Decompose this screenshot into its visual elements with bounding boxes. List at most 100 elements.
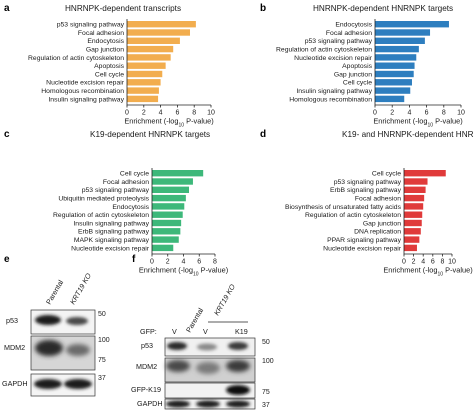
- x-axis-title-b: Enrichment (-log10 P-value): [373, 117, 462, 129]
- tick-label-a-0: 0: [125, 110, 129, 117]
- mw-37: 37: [98, 375, 106, 382]
- category-label-b-6: Gap junction: [334, 71, 372, 78]
- category-label-a-9: Insulin signaling pathway: [48, 96, 124, 103]
- mw-100: 100: [98, 337, 110, 344]
- bar-c-9: [152, 244, 174, 252]
- gfp-value-3: K19: [235, 327, 248, 336]
- bar-a-9: [127, 95, 159, 103]
- category-label-a-6: Cell cycle: [95, 71, 124, 78]
- panel-label-e: e: [4, 254, 10, 265]
- mw-75: 75: [98, 357, 106, 364]
- mw-50: 50: [98, 311, 106, 318]
- bar-c-8: [152, 236, 179, 243]
- bar-c-1: [152, 178, 193, 185]
- bar-a-8: [127, 87, 159, 94]
- category-label-c-6: Insulin signaling pathway: [73, 220, 149, 227]
- category-label-b-4: Nucleotide excision repair: [294, 55, 373, 62]
- x-axis-title-sub-d: 10: [438, 272, 444, 278]
- bar-b-2: [375, 37, 425, 44]
- row-label-mdm2: MDM2: [4, 343, 25, 352]
- category-label-d-2: ErbB signaling pathway: [330, 187, 402, 194]
- western-blot-e: e Parental KRT19 KO p53 50 MDM2 100 75 G…: [2, 254, 110, 397]
- bar-a-4: [127, 54, 171, 61]
- band-gapdh-ko: [64, 379, 92, 389]
- x-axis-title-d: Enrichment (-log10 P-value): [383, 266, 472, 278]
- category-label-a-7: Nucleotide excision repair: [46, 80, 125, 87]
- bar-d-9: [404, 244, 417, 252]
- bar-b-3: [375, 45, 419, 53]
- group-label-krt19-ko: KRT19 KO: [212, 282, 237, 317]
- category-label-a-3: Gap junction: [86, 47, 124, 54]
- tick-label-d-2: 4: [421, 259, 425, 266]
- bar-b-7: [375, 79, 412, 86]
- bar-b-6: [375, 70, 414, 78]
- tick-label-b-1: 2: [390, 110, 394, 117]
- chart-title-c: K19-dependent HNRNPK targets: [90, 130, 210, 139]
- bar-a-6: [127, 70, 163, 78]
- lane-label-krt19-ko: KRT19 KO: [68, 271, 93, 306]
- bar-b-5: [375, 62, 415, 69]
- band-mdm2-ko: [66, 344, 90, 356]
- category-label-d-3: Focal adhesion: [355, 196, 401, 203]
- category-label-d-9: Nucleotide excision repair: [323, 245, 402, 252]
- band-p53-f-2: [197, 343, 217, 351]
- chart-panel-d: d K19- and HNRNPK-dependent HNRNPK target…: [260, 129, 474, 278]
- bar-d-0: [404, 170, 446, 177]
- panel-label-d: d: [260, 129, 266, 140]
- tick-label-a-3: 6: [175, 110, 179, 117]
- category-label-b-3: Regulation of actin cytoskeleton: [276, 47, 372, 54]
- tick-label-a-5: 10: [207, 110, 215, 117]
- category-label-c-2: p53 signaling pathway: [82, 187, 150, 194]
- x-axis-title-main-c: Enrichment (-log: [139, 266, 193, 275]
- bar-b-1: [375, 29, 431, 36]
- tick-label-a-2: 4: [159, 110, 163, 117]
- bar-b-8: [375, 87, 411, 94]
- bar-a-7: [127, 79, 161, 86]
- bar-d-6: [404, 219, 422, 227]
- category-label-d-5: Regulation of actin cytoskeleton: [305, 212, 401, 219]
- x-axis-title-sub-c: 10: [193, 272, 199, 278]
- category-label-b-0: Endocytosis: [335, 22, 372, 29]
- band-mdm2-f-1: [166, 360, 190, 372]
- mw-f-37: 37: [262, 402, 270, 409]
- tick-label-c-0: 0: [150, 259, 154, 266]
- bar-c-5: [152, 211, 183, 218]
- chart-panel-b: b HNRNPK-dependent HNRNPK targets Endocyto…: [260, 3, 465, 129]
- tick-label-c-1: 2: [166, 259, 170, 266]
- chart-panel-a: a HNRNPK-dependent transcripts p53 signali…: [4, 3, 215, 129]
- band-gapdh-parental: [34, 379, 62, 389]
- bar-a-1: [127, 29, 190, 36]
- bar-a-0: [127, 21, 196, 28]
- category-label-b-8: Insulin signaling pathway: [296, 88, 372, 95]
- gfp-value-1: V: [172, 327, 177, 336]
- mw-f-100: 100: [262, 358, 274, 365]
- bar-a-3: [127, 45, 174, 53]
- band-gapdh-f-1: [166, 400, 190, 408]
- gfp-label: GFP:: [140, 327, 157, 336]
- category-label-b-1: Focal adhesion: [326, 30, 372, 37]
- band-mdm2-parental: [35, 340, 63, 356]
- x-axis-title-c: Enrichment (-log10 P-value): [139, 266, 228, 278]
- tick-label-b-2: 4: [407, 110, 411, 117]
- bar-c-4: [152, 203, 185, 210]
- row-label-gapdh-f: GAPDH: [137, 399, 163, 408]
- x-axis-title-end-a: P-value): [184, 117, 214, 126]
- bar-a-5: [127, 62, 166, 69]
- bar-charts: a HNRNPK-dependent transcripts p53 signali…: [4, 3, 474, 278]
- bar-c-6: [152, 219, 182, 227]
- tick-label-d-3: 6: [431, 259, 435, 266]
- category-label-c-3: Ubiquitin mediated proteolysis: [58, 196, 149, 203]
- band-p53-ko: [66, 317, 88, 325]
- chart-title-b: HNRNPK-dependent HNRNPK targets: [313, 4, 453, 13]
- category-label-d-0: Cell cycle: [372, 171, 401, 178]
- row-label-mdm2-f: MDM2: [136, 362, 157, 371]
- bar-c-7: [152, 228, 181, 235]
- panel-label-b: b: [260, 3, 266, 14]
- bar-c-3: [152, 194, 186, 202]
- category-label-a-2: Endocytosis: [87, 38, 124, 45]
- band-gapdh-f-2: [196, 400, 220, 408]
- bar-d-1: [404, 178, 428, 185]
- chart-panel-c: c K19-dependent HNRNPK targets Cell cycleF…: [4, 129, 228, 278]
- category-label-c-8: MAPK signaling pathway: [74, 237, 150, 244]
- category-label-d-1: p53 signaling pathway: [334, 179, 402, 186]
